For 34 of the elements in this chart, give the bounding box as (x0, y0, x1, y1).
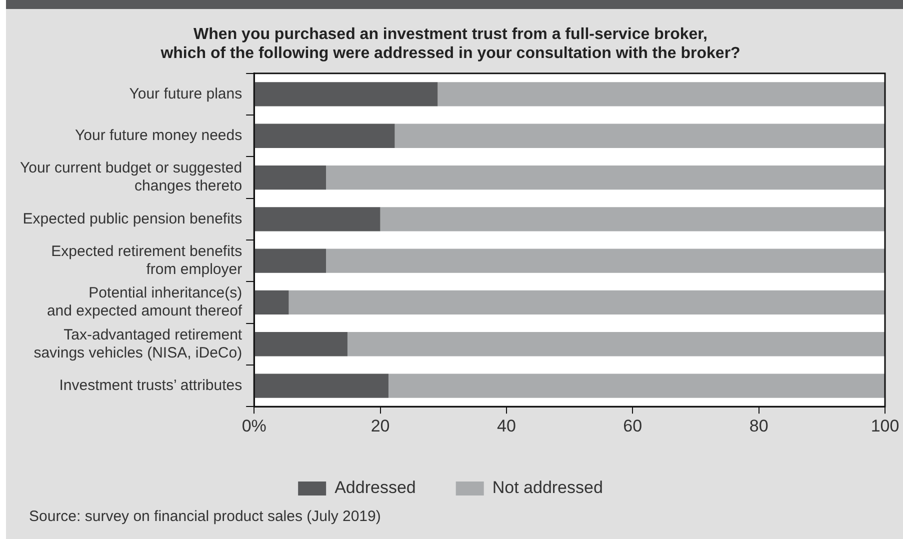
bar (254, 290, 289, 315)
x-tick-label: 80 (749, 416, 768, 436)
source-note: Source: survey on financial product sales (July 2019) (29, 508, 381, 525)
y-tick-label: Your future plans (129, 85, 242, 102)
bar (254, 124, 395, 148)
legend-label: Not addressed (492, 478, 603, 498)
y-tick-label: Investment trusts’ attributes (59, 376, 242, 394)
bar (380, 207, 885, 232)
y-tick-label: Potential inheritance(s) and expected amount thereof (46, 284, 243, 320)
x-tick-label: 20 (370, 416, 390, 436)
y-tick-label: Tax-advantaged retirement savings vehicles (NISA, iDeCo) (34, 326, 243, 362)
bar (254, 165, 326, 190)
x-tick-label: 0% (242, 416, 266, 436)
y-tick-label: Expected retirement benefits from employer (51, 242, 242, 278)
bar (347, 332, 885, 356)
bar (254, 82, 438, 106)
bar (254, 248, 326, 273)
bar (388, 374, 885, 398)
bar (288, 290, 885, 315)
y-tick-label: Expected public pension benefits (22, 210, 242, 228)
bar (254, 374, 388, 398)
x-tick-label: 40 (497, 416, 516, 436)
x-tick-label: 100 (870, 416, 900, 436)
bar (254, 332, 348, 356)
bar (438, 82, 885, 106)
y-tick-label: Your current budget or suggested changes thereto (20, 160, 242, 195)
legend-label: Addressed (334, 478, 416, 498)
bar (254, 207, 380, 232)
chart-title: When you purchased an investment trust from a full-service broker, which of the following were addressed in your consultation with the broker? (160, 26, 740, 62)
x-tick-label: 60 (623, 416, 642, 436)
bar (326, 165, 885, 190)
y-tick-label: Your future money needs (75, 127, 242, 144)
bar (394, 124, 885, 148)
bar (326, 248, 885, 273)
